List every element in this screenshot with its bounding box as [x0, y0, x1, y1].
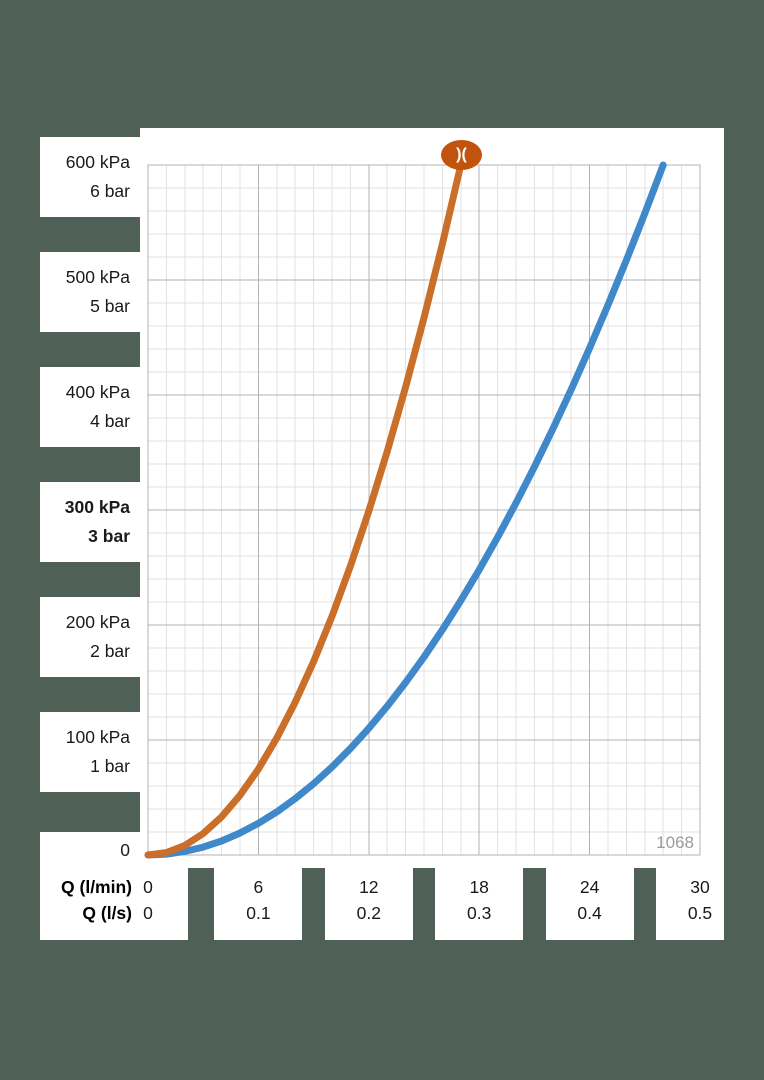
y-axis-label-kpa: 600 kPa [65, 152, 130, 172]
x-axis-unit-lmin: Q (l/min) [61, 877, 132, 897]
x-axis-label-block [435, 868, 524, 940]
x-tick-ls: 0.3 [467, 903, 492, 923]
y-axis-label-bar: 2 bar [90, 641, 130, 661]
x-tick-ls: 0.4 [577, 903, 602, 923]
y-axis-label-kpa: 300 kPa [64, 497, 130, 517]
x-tick-ls: 0.1 [246, 903, 271, 923]
x-tick-ls: 0 [143, 903, 153, 923]
x-axis-label-block [214, 868, 303, 940]
x-tick-ls: 0.5 [687, 903, 713, 923]
y-axis-label-block: 200 kPa 2 bar [40, 597, 148, 677]
x-axis-unit-ls: Q (l/s) [82, 903, 132, 923]
figure-number: 1068 [656, 833, 694, 852]
x-tick-ls: 0.2 [356, 903, 381, 923]
y-axis-label-bar: 6 bar [90, 181, 130, 201]
x-axis-label-block [656, 868, 724, 940]
y-axis-label-kpa: 100 kPa [65, 727, 130, 747]
blue-curve [144, 161, 667, 859]
y-axis-label-bar: 3 bar [88, 526, 130, 546]
plot-frame [147, 164, 701, 856]
y-axis-label-block: 400 kPa 4 bar [40, 367, 148, 447]
x-tick-lmin: 24 [579, 877, 600, 897]
y-axis-label-block: 600 kPa 6 bar [40, 137, 148, 217]
y-axis-label-kpa: 500 kPa [65, 267, 130, 287]
x-axis-label-block [324, 868, 413, 940]
y-axis-label-bar: 4 bar [90, 411, 130, 431]
x-axis-label-block [40, 868, 188, 940]
y-axis-label-bar: 1 bar [90, 756, 130, 776]
y-axis-label-kpa: 200 kPa [65, 612, 130, 632]
y-axis-label-block: 100 kPa 1 bar [40, 712, 148, 792]
y-axis-label-block: 0 [40, 832, 148, 868]
x-tick-lmin: 6 [253, 877, 264, 897]
orange-curve [144, 161, 465, 859]
y-axis-label-kpa: 0 [120, 839, 130, 860]
x-tick-lmin: 12 [359, 877, 379, 897]
x-tick-lmin: 30 [690, 877, 710, 897]
y-axis-label-bar: 5 bar [90, 296, 130, 316]
logo-glyph: )( [456, 146, 467, 163]
x-tick-lmin: 18 [469, 877, 489, 897]
y-axis-label-block: 300 kPa 3 bar [40, 482, 148, 562]
x-axis-label-block [545, 868, 634, 940]
y-axis-label-kpa: 400 kPa [65, 382, 130, 402]
x-tick-lmin: 0 [143, 877, 153, 897]
y-axis-label-block: 500 kPa 5 bar [40, 252, 148, 332]
hansgrohe-logo: )( [441, 140, 482, 170]
